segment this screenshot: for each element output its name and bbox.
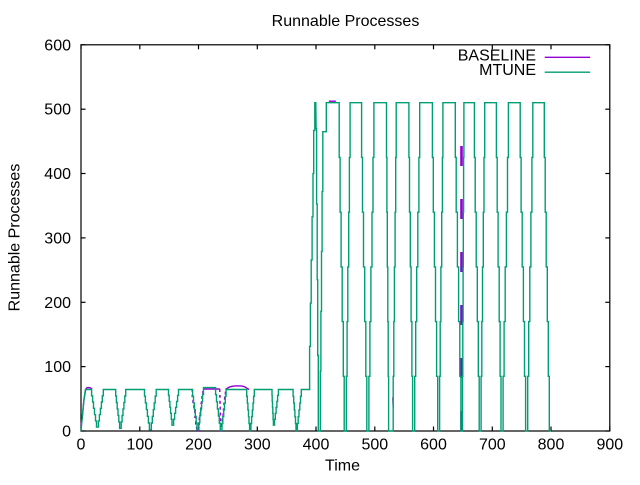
- svg-text:300: 300: [44, 230, 71, 247]
- svg-text:400: 400: [303, 437, 330, 454]
- svg-text:100: 100: [126, 437, 153, 454]
- svg-text:300: 300: [244, 437, 271, 454]
- svg-text:0: 0: [62, 424, 71, 441]
- svg-text:Time: Time: [325, 458, 360, 475]
- svg-text:200: 200: [185, 437, 212, 454]
- svg-text:600: 600: [44, 37, 71, 54]
- svg-text:800: 800: [538, 437, 565, 454]
- svg-text:400: 400: [44, 166, 71, 183]
- svg-text:700: 700: [479, 437, 506, 454]
- svg-text:100: 100: [44, 359, 71, 376]
- svg-text:0: 0: [77, 437, 86, 454]
- svg-text:500: 500: [361, 437, 388, 454]
- svg-text:900: 900: [596, 437, 623, 454]
- svg-text:500: 500: [44, 102, 71, 119]
- svg-text:BASELINE: BASELINE: [458, 47, 536, 64]
- svg-text:MTUNE: MTUNE: [479, 62, 536, 79]
- svg-text:600: 600: [420, 437, 447, 454]
- svg-text:200: 200: [44, 295, 71, 312]
- svg-text:Runnable Processes: Runnable Processes: [7, 164, 24, 312]
- svg-text:Runnable Processes: Runnable Processes: [272, 13, 420, 30]
